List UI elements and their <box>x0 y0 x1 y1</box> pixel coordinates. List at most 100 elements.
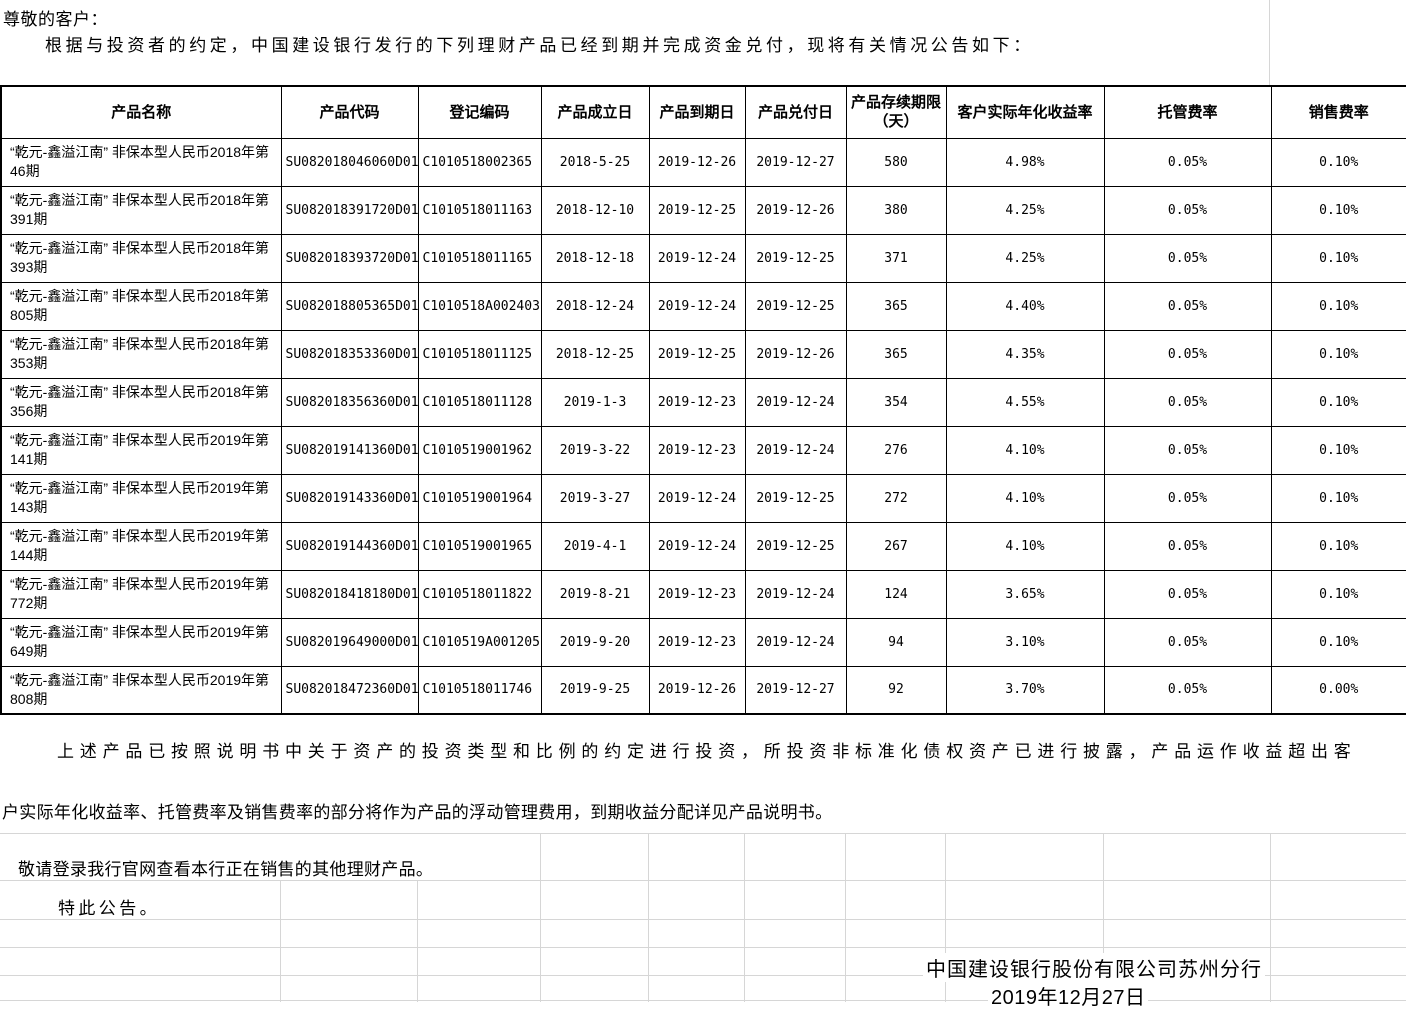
table-cell: 0.05% <box>1103 281 1272 331</box>
table-cell: “乾元-鑫溢江南” 非保本型人民币2018年第46期 <box>0 137 282 187</box>
table-cell: 0.05% <box>1103 425 1272 475</box>
table-cell: 124 <box>845 569 947 619</box>
closing-paragraph-line2: 户实际年化收益率、托管费率及销售费率的部分将作为产品的浮动管理费用，到期收益分配… <box>2 803 833 822</box>
table-cell: 2018-5-25 <box>540 137 650 187</box>
table-cell: C1010519001964 <box>417 473 542 523</box>
table-cell: 0.10% <box>1270 425 1406 475</box>
table-cell: 4.40% <box>945 281 1105 331</box>
table-cell: 2019-12-24 <box>648 281 746 331</box>
gridline <box>648 833 649 1002</box>
table-cell: 3.65% <box>945 569 1105 619</box>
table-cell: 2019-12-25 <box>744 281 847 331</box>
column-header: 产品到期日 <box>648 85 746 139</box>
table-row: “乾元-鑫溢江南” 非保本型人民币2018年第393期 SU08201839372… <box>0 233 1406 283</box>
table-cell: 354 <box>845 377 947 427</box>
table-cell: 3.10% <box>945 617 1105 667</box>
table-cell: 2018-12-18 <box>540 233 650 283</box>
table-row: “乾元-鑫溢江南” 非保本型人民币2019年第649期 SU08201964900… <box>0 617 1406 667</box>
table-cell: 92 <box>845 665 947 715</box>
table-cell: 371 <box>845 233 947 283</box>
table-cell: 380 <box>845 185 947 235</box>
table-cell: C1010518011165 <box>417 233 542 283</box>
gridline <box>280 880 281 1002</box>
table-cell: “乾元-鑫溢江南” 非保本型人民币2018年第356期 <box>0 377 282 427</box>
table-cell: 2019-8-21 <box>540 569 650 619</box>
gridline <box>0 1000 1406 1001</box>
table-row: “乾元-鑫溢江南” 非保本型人民币2018年第356期 SU08201835636… <box>0 377 1406 427</box>
table-cell: “乾元-鑫溢江南” 非保本型人民币2018年第353期 <box>0 329 282 379</box>
table-cell: 0.10% <box>1270 617 1406 667</box>
gridline <box>540 833 541 1002</box>
table-cell: “乾元-鑫溢江南” 非保本型人民币2019年第772期 <box>0 569 282 619</box>
table-cell: 2019-12-26 <box>744 185 847 235</box>
table-cell: 2019-12-25 <box>744 473 847 523</box>
table-cell: 365 <box>845 329 947 379</box>
table-row: “乾元-鑫溢江南” 非保本型人民币2018年第353期 SU08201835336… <box>0 329 1406 379</box>
table-cell: 0.05% <box>1103 617 1272 667</box>
greeting-line: 尊敬的客户： <box>3 10 108 29</box>
table-cell: C1010518011125 <box>417 329 542 379</box>
table-cell: SU082019649000D01 <box>280 617 419 667</box>
table-row: “乾元-鑫溢江南” 非保本型人民币2018年第805期 SU08201880536… <box>0 281 1406 331</box>
table-cell: 2019-12-24 <box>744 569 847 619</box>
table-cell: 0.05% <box>1103 473 1272 523</box>
table-cell: 2019-12-25 <box>648 329 746 379</box>
table-cell: 580 <box>845 137 947 187</box>
table-cell: SU082018046060D01 <box>280 137 419 187</box>
table-cell: 267 <box>845 521 947 571</box>
table-cell: 4.10% <box>945 521 1105 571</box>
table-cell: 0.05% <box>1103 329 1272 379</box>
table-cell: 2019-12-25 <box>648 185 746 235</box>
table-cell: C1010518011822 <box>417 569 542 619</box>
table-cell: 4.98% <box>945 137 1105 187</box>
table-cell: SU082018418180D01 <box>280 569 419 619</box>
table-row: “乾元-鑫溢江南” 非保本型人民币2018年第391期 SU08201839172… <box>0 185 1406 235</box>
issuer-signature: 中国建设银行股份有限公司苏州分行 <box>923 953 1265 982</box>
table-cell: 0.05% <box>1103 521 1272 571</box>
table-cell: “乾元-鑫溢江南” 非保本型人民币2018年第393期 <box>0 233 282 283</box>
table-cell: 4.10% <box>945 473 1105 523</box>
column-header: 产品兑付日 <box>744 85 847 139</box>
table-cell: 3.70% <box>945 665 1105 715</box>
gridline <box>417 880 418 1002</box>
column-header: 销售费率 <box>1270 85 1406 139</box>
table-cell: “乾元-鑫溢江南” 非保本型人民币2019年第141期 <box>0 425 282 475</box>
table-cell: “乾元-鑫溢江南” 非保本型人民币2019年第143期 <box>0 473 282 523</box>
table-cell: 0.10% <box>1270 377 1406 427</box>
table-cell: 2018-12-24 <box>540 281 650 331</box>
table-cell: 365 <box>845 281 947 331</box>
table-cell: 2019-12-26 <box>744 329 847 379</box>
table-cell: 2019-9-20 <box>540 617 650 667</box>
table-cell: “乾元-鑫溢江南” 非保本型人民币2018年第805期 <box>0 281 282 331</box>
gridline <box>0 975 1406 976</box>
table-cell: C1010518011128 <box>417 377 542 427</box>
table-cell: 4.25% <box>945 185 1105 235</box>
table-cell: C1010518002365 <box>417 137 542 187</box>
table-cell: “乾元-鑫溢江南” 非保本型人民币2019年第808期 <box>0 665 282 715</box>
table-cell: SU082019143360D01 <box>280 473 419 523</box>
table-cell: 2019-12-24 <box>648 521 746 571</box>
hereby-announced-line: 特此公告。 <box>58 899 160 918</box>
table-cell: 4.25% <box>945 233 1105 283</box>
table-cell: 0.10% <box>1270 185 1406 235</box>
gridline <box>845 833 846 1002</box>
table-cell: 0.10% <box>1270 329 1406 379</box>
table-cell: “乾元-鑫溢江南” 非保本型人民币2018年第391期 <box>0 185 282 235</box>
table-cell: 2019-3-22 <box>540 425 650 475</box>
gridline <box>0 880 1406 881</box>
table-cell: 2019-9-25 <box>540 665 650 715</box>
gridline <box>0 833 1406 834</box>
table-cell: 2019-12-24 <box>744 425 847 475</box>
table-cell: 0.05% <box>1103 185 1272 235</box>
table-row: “乾元-鑫溢江南” 非保本型人民币2019年第144期 SU08201914436… <box>0 521 1406 571</box>
gridline <box>744 833 745 1002</box>
table-cell: 4.10% <box>945 425 1105 475</box>
table-body: “乾元-鑫溢江南” 非保本型人民币2018年第46期 SU082018046060… <box>0 137 1406 715</box>
gridline <box>0 919 1406 920</box>
column-header: 托管费率 <box>1103 85 1272 139</box>
table-cell: 2019-12-23 <box>648 377 746 427</box>
table-cell: 2019-3-27 <box>540 473 650 523</box>
other-products-note: 敬请登录我行官网查看本行正在销售的其他理财产品。 <box>18 860 434 879</box>
table-cell: SU082018391720D01 <box>280 185 419 235</box>
